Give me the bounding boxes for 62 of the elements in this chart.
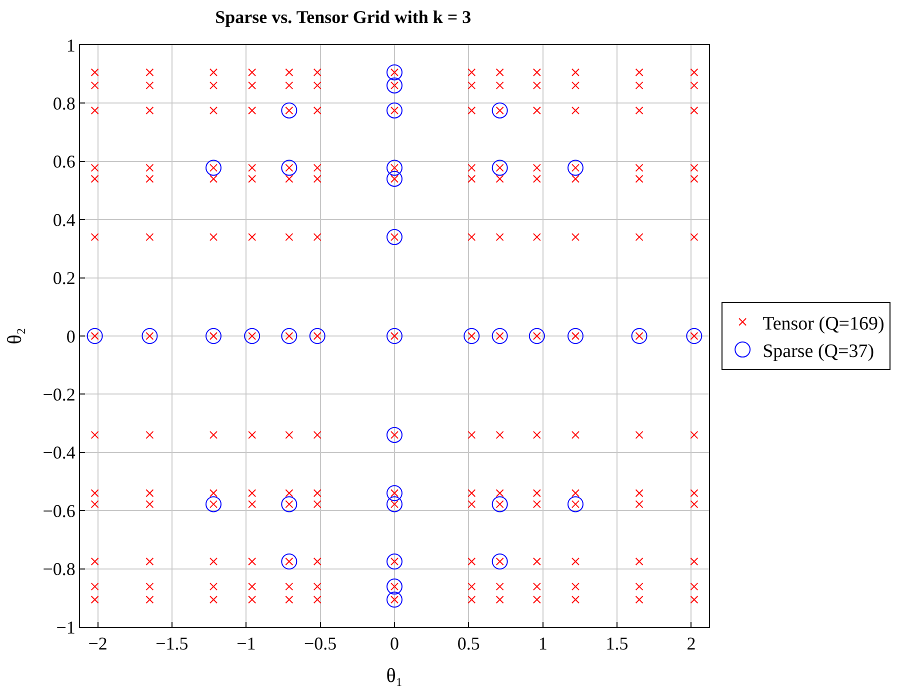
x-tick-label: 1 bbox=[538, 634, 548, 654]
point bbox=[206, 328, 222, 344]
y-tick-label: −0.8 bbox=[42, 559, 76, 580]
legend-label: Sparse (Q=37) bbox=[762, 340, 874, 362]
point bbox=[567, 496, 584, 512]
point bbox=[86, 328, 103, 344]
point bbox=[206, 496, 222, 512]
point bbox=[386, 426, 402, 443]
point bbox=[567, 160, 584, 176]
point bbox=[528, 328, 545, 344]
y-tick-label: 0.8 bbox=[52, 94, 76, 114]
y-tick-label: 1 bbox=[66, 35, 76, 56]
y-tick-label: 0.2 bbox=[52, 268, 76, 288]
y-tick-label: −0.2 bbox=[42, 384, 76, 404]
point bbox=[281, 496, 298, 512]
y-axis-title: θ₂ bbox=[4, 328, 26, 344]
point bbox=[492, 102, 508, 118]
point bbox=[464, 328, 480, 344]
x-tick-label: 0 bbox=[390, 634, 399, 654]
x-tick-label: 2 bbox=[686, 634, 696, 654]
y-tick-label: −0.4 bbox=[42, 442, 76, 463]
chart-title: Sparse vs. Tensor Grid with k = 3 bbox=[215, 7, 472, 28]
x-axis-title: θ₁ bbox=[386, 665, 403, 688]
point bbox=[492, 554, 508, 570]
point bbox=[386, 328, 402, 344]
point bbox=[281, 328, 298, 344]
point bbox=[386, 160, 402, 176]
x-tick-label: −1.5 bbox=[156, 634, 188, 654]
point bbox=[281, 554, 298, 570]
point bbox=[386, 578, 402, 595]
y-tick-label: 0.6 bbox=[52, 152, 76, 172]
y-tick-label: −1 bbox=[56, 617, 76, 638]
point bbox=[142, 328, 158, 344]
point bbox=[244, 328, 260, 344]
point bbox=[567, 328, 584, 344]
point bbox=[492, 496, 508, 512]
point bbox=[386, 170, 402, 187]
x-tick-label: 1.5 bbox=[606, 634, 628, 654]
y-tick-label: 0 bbox=[66, 326, 76, 346]
x-tick-label: −0.5 bbox=[304, 634, 337, 654]
point bbox=[386, 554, 402, 570]
x-tick-label: −2 bbox=[88, 634, 108, 654]
point bbox=[631, 328, 648, 344]
point bbox=[386, 592, 402, 608]
point bbox=[386, 64, 402, 80]
point bbox=[386, 77, 402, 94]
point bbox=[492, 328, 508, 344]
y-tick-label: 0.4 bbox=[52, 210, 76, 230]
x-tick-label: 0.5 bbox=[457, 634, 480, 654]
y-tick-label: −0.6 bbox=[42, 500, 76, 521]
point bbox=[386, 485, 402, 502]
point bbox=[386, 102, 402, 118]
point bbox=[281, 102, 298, 118]
point bbox=[386, 496, 402, 512]
x-tick-label: −1 bbox=[236, 634, 256, 654]
legend-label: Tensor (Q=169) bbox=[762, 313, 884, 334]
point bbox=[281, 160, 298, 176]
point bbox=[386, 229, 402, 246]
point bbox=[492, 160, 508, 176]
point bbox=[309, 328, 326, 344]
point bbox=[206, 160, 222, 176]
point bbox=[686, 328, 702, 344]
